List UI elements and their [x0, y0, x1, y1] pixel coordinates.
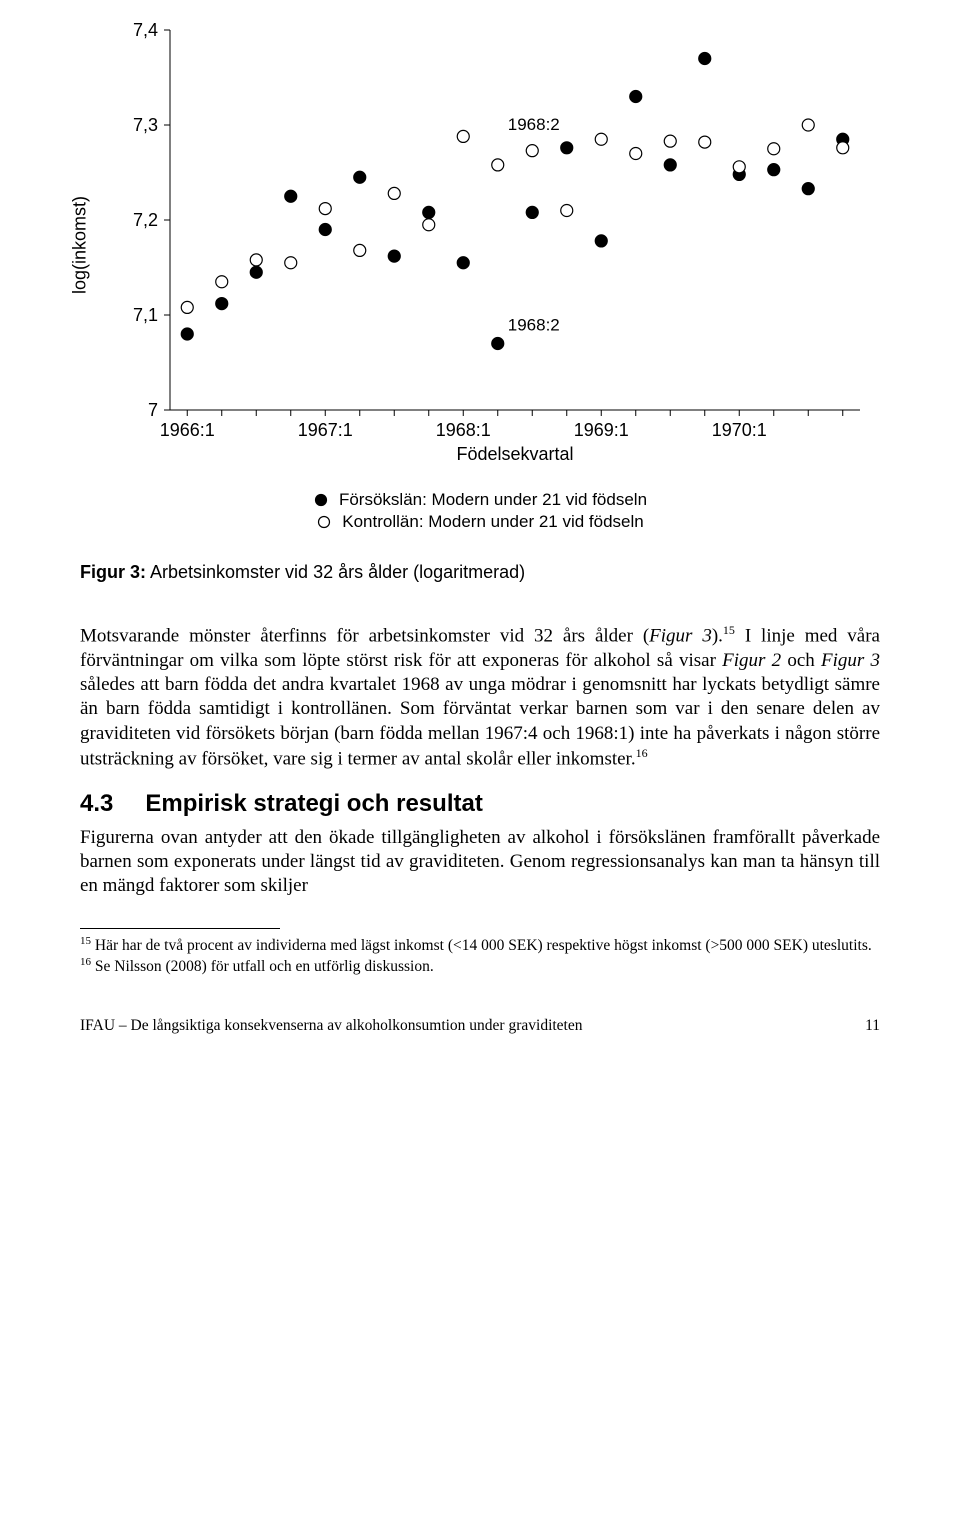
- svg-text:7,1: 7,1: [133, 305, 158, 325]
- body-paragraph: Motsvarande mönster återfinns för arbets…: [80, 623, 880, 772]
- figure-caption-label: Figur 3:: [80, 562, 146, 582]
- svg-text:1969:1: 1969:1: [574, 420, 629, 440]
- svg-text:7,2: 7,2: [133, 210, 158, 230]
- footnote-ref: 16: [636, 746, 648, 760]
- footnote: 16 Se Nilsson (2008) för utfall och en u…: [80, 956, 880, 977]
- footnote-text: Se Nilsson (2008) för utfall och en utfö…: [95, 958, 434, 975]
- section-heading: 4.3 Empirisk strategi och resultat: [80, 790, 880, 818]
- figure-ref: Figur 3: [649, 625, 712, 646]
- svg-text:Födelsekvartal: Födelsekvartal: [456, 444, 573, 464]
- text-run: ).: [712, 625, 723, 646]
- svg-text:1966:1: 1966:1: [160, 420, 215, 440]
- chart-legend: Försökslän: Modern under 21 vid födseln …: [80, 490, 880, 532]
- page-footer: IFAU – De långsiktiga konsekvenserna av …: [80, 1017, 880, 1035]
- footnote: 15 Här har de två procent av individerna…: [80, 935, 880, 956]
- section-title: Empirisk strategi och resultat: [145, 790, 482, 817]
- y-axis-label: log(inkomst): [70, 196, 91, 294]
- svg-text:1968:2: 1968:2: [508, 315, 560, 334]
- footnote-ref: 15: [723, 623, 735, 637]
- figure-caption-text: Arbetsinkomster vid 32 års ålder (logari…: [150, 562, 525, 582]
- legend-item: Kontrollän: Modern under 21 vid födseln: [80, 512, 880, 532]
- svg-text:7: 7: [148, 400, 158, 420]
- footnote-text: Här har de två procent av individerna me…: [95, 938, 872, 955]
- legend-marker-filled: [313, 492, 329, 508]
- figure-ref: Figur 3: [821, 650, 880, 671]
- figure-caption: Figur 3: Arbetsinkomster vid 32 års ålde…: [80, 562, 880, 583]
- legend-label: Kontrollän: Modern under 21 vid födseln: [342, 512, 643, 532]
- text-run: således att barn födda det andra kvarta­…: [80, 674, 880, 769]
- svg-text:7,3: 7,3: [133, 115, 158, 135]
- svg-text:1968:2: 1968:2: [508, 115, 560, 134]
- page-number: 11: [865, 1017, 880, 1035]
- legend-item: Försökslän: Modern under 21 vid födseln: [80, 490, 880, 510]
- text-run: och: [781, 650, 821, 671]
- scatter-chart: log(inkomst) 77,17,27,37,41966:11967:119…: [90, 20, 870, 470]
- footer-title: IFAU – De långsiktiga konsekvenserna av …: [80, 1017, 583, 1035]
- chart-svg: 7 7,1 7,2 7,3 7,4 1966:1 1967:1 1968:1 1969:1 197…: [90, 20, 870, 470]
- footnote-number: 15: [80, 935, 91, 947]
- footnote-number: 16: [80, 956, 91, 968]
- text-run: Motsvarande mönster återfinns för arbets…: [80, 625, 649, 646]
- body-paragraph: Figurerna ovan antyder att den ökade til…: [80, 826, 880, 899]
- section-number: 4.3: [80, 790, 113, 818]
- svg-text:1970:1: 1970:1: [712, 420, 767, 440]
- svg-text:7,4: 7,4: [133, 20, 158, 40]
- figure-ref: Figur 2: [722, 650, 781, 671]
- svg-text:1968:1: 1968:1: [436, 420, 491, 440]
- legend-marker-hollow: [316, 514, 332, 530]
- footnote-separator: [80, 928, 280, 929]
- svg-text:1967:1: 1967:1: [298, 420, 353, 440]
- legend-label: Försökslän: Modern under 21 vid födseln: [339, 490, 647, 510]
